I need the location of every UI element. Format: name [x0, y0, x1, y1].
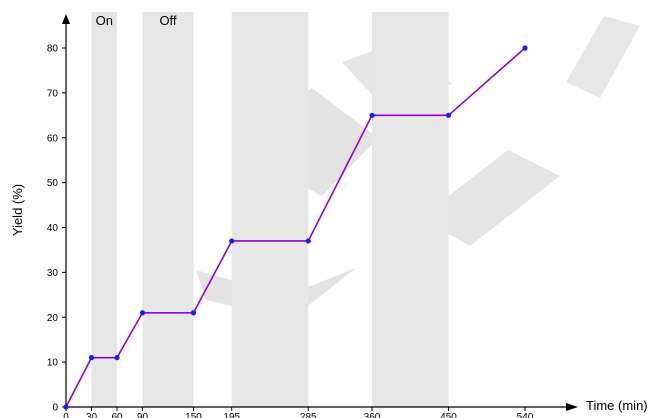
data-point-1 — [88, 355, 95, 361]
x-axis-label: Time (min) — [586, 398, 648, 413]
data-point-9 — [522, 45, 528, 51]
y-axis-label: Yield (%) — [10, 184, 25, 236]
y-tick-label-50: 50 — [47, 178, 59, 189]
annotation-on: On — [96, 13, 113, 28]
series — [63, 45, 528, 410]
y-tick-label-60: 60 — [47, 133, 59, 144]
y-tick-label-20: 20 — [47, 313, 59, 324]
shaded-regions — [91, 12, 449, 407]
y-tick-label-10: 10 — [47, 358, 59, 369]
series-line-0 — [65, 47, 526, 408]
axes — [62, 14, 578, 411]
x-tick-label-90: 90 — [137, 412, 149, 418]
data-point-5 — [229, 238, 235, 244]
x-tick-label-450: 450 — [440, 412, 457, 418]
x-tick-label-360: 360 — [364, 412, 381, 418]
data-point-3 — [139, 310, 146, 316]
y-tick-label-80: 80 — [47, 44, 59, 55]
x-tick-label-285: 285 — [300, 412, 317, 418]
data-point-4 — [190, 310, 197, 316]
x-tick-label-195: 195 — [223, 412, 240, 418]
x-tick-label-60: 60 — [111, 412, 123, 418]
y-tick-label-40: 40 — [47, 223, 59, 234]
x-tick-label-540: 540 — [517, 412, 534, 418]
ticks: 0 10 20 30 40 50 60 70 80 0 30 60 90 150 195 285 360 450 5… — [47, 44, 534, 418]
x-tick-label-150: 150 — [185, 412, 202, 418]
data-point-0 — [63, 404, 69, 410]
data-point-8 — [445, 112, 452, 118]
x-tick-label-0: 0 — [63, 412, 69, 418]
y-axis-arrow — [62, 14, 70, 24]
y-tick-label-30: 30 — [47, 268, 59, 279]
labels: Yield (%) Time (min) — [10, 184, 648, 413]
x-axis-arrow — [566, 403, 578, 411]
data-point-2 — [114, 355, 120, 361]
data-point-6 — [305, 238, 311, 244]
annotation-off: Off — [159, 13, 176, 28]
x-tick-label-30: 30 — [86, 412, 98, 418]
shaded-region-3 — [372, 12, 449, 407]
annotations: On Off — [96, 13, 177, 28]
shaded-region-1 — [142, 12, 194, 407]
y-tick-label-0: 0 — [52, 403, 58, 414]
shaded-region-0 — [91, 12, 117, 407]
shaded-region-2 — [231, 12, 309, 407]
data-point-7 — [369, 112, 375, 118]
y-tick-label-70: 70 — [47, 88, 59, 99]
